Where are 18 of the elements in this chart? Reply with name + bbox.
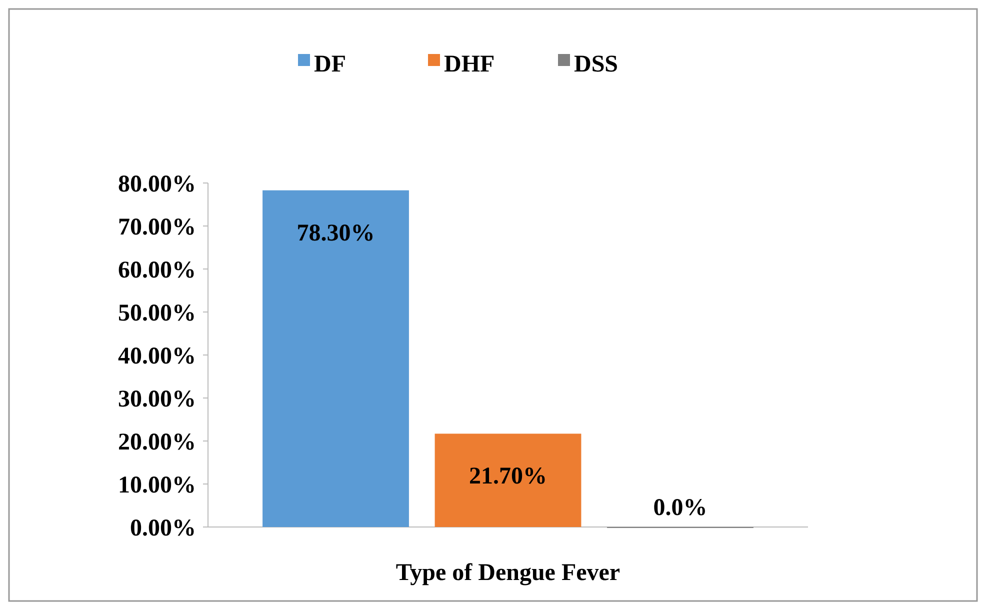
data-label: 0.0%	[653, 495, 708, 521]
data-label: 78.30%	[296, 220, 375, 246]
y-tick-label: 30.00%	[118, 386, 196, 412]
y-tick-label: 60.00%	[118, 257, 196, 284]
bar	[434, 434, 582, 527]
y-tick-label: 70.00%	[118, 214, 196, 240]
y-tick-label: 10.00%	[118, 472, 196, 498]
data-label: 21.70%	[469, 464, 547, 490]
bar	[262, 190, 409, 527]
y-tick-label: 20.00%	[118, 429, 196, 456]
legend-label: DF	[314, 51, 346, 78]
y-tick-label: 0.00%	[130, 515, 196, 542]
y-tick-label: 40.00%	[118, 343, 196, 370]
y-tick-label: 50.00%	[118, 300, 196, 326]
y-tick-label: 80.00%	[118, 171, 196, 198]
legend-label: DHF	[444, 51, 495, 78]
legend-label: DSS	[574, 51, 618, 78]
x-axis-title: Type of Dengue Fever	[396, 560, 620, 586]
